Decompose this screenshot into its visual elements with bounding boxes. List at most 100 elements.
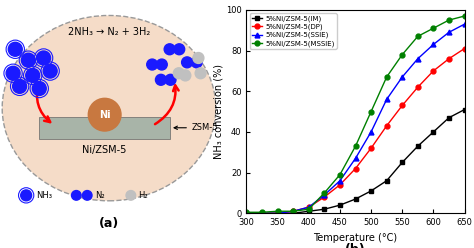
Circle shape [182, 57, 192, 68]
5%Ni/ZSM-5(MSSIE) [368, 110, 374, 113]
Circle shape [43, 64, 57, 78]
Circle shape [195, 68, 206, 79]
5%Ni/ZSM-5(IM) [400, 161, 405, 164]
5%Ni/ZSM-5(SSIE) [275, 212, 281, 215]
Text: (a): (a) [99, 217, 119, 230]
Text: 2NH₃ → N₂ + 3H₂: 2NH₃ → N₂ + 3H₂ [68, 27, 150, 37]
5%Ni/ZSM-5(DP) [321, 195, 327, 198]
5%Ni/ZSM-5(IM) [291, 212, 296, 215]
5%Ni/ZSM-5(DP) [337, 183, 343, 186]
5%Ni/ZSM-5(SSIE) [291, 210, 296, 213]
Circle shape [147, 59, 158, 70]
5%Ni/ZSM-5(MSSIE) [353, 145, 358, 148]
Circle shape [155, 74, 166, 85]
5%Ni/ZSM-5(SSIE) [353, 157, 358, 160]
5%Ni/ZSM-5(MSSIE) [400, 53, 405, 56]
5%Ni/ZSM-5(SSIE) [430, 43, 436, 46]
5%Ni/ZSM-5(IM) [415, 145, 420, 148]
Circle shape [180, 70, 191, 81]
5%Ni/ZSM-5(IM) [275, 212, 281, 215]
Line: 5%Ni/ZSM-5(SSIE): 5%Ni/ZSM-5(SSIE) [244, 22, 467, 216]
Circle shape [174, 44, 185, 55]
5%Ni/ZSM-5(SSIE) [259, 212, 265, 215]
Legend: 5%Ni/ZSM-5(IM), 5%Ni/ZSM-5(DP), 5%Ni/ZSM-5(SSIE), 5%Ni/ZSM-5(MSSIE): 5%Ni/ZSM-5(IM), 5%Ni/ZSM-5(DP), 5%Ni/ZSM… [250, 13, 337, 49]
5%Ni/ZSM-5(SSIE) [446, 31, 452, 34]
5%Ni/ZSM-5(MSSIE) [446, 19, 452, 22]
Text: H₂: H₂ [138, 191, 148, 200]
Line: 5%Ni/ZSM-5(IM): 5%Ni/ZSM-5(IM) [244, 107, 467, 216]
5%Ni/ZSM-5(SSIE) [384, 98, 390, 101]
Circle shape [72, 190, 81, 200]
5%Ni/ZSM-5(MSSIE) [415, 35, 420, 38]
Circle shape [88, 98, 121, 131]
Circle shape [191, 57, 202, 68]
5%Ni/ZSM-5(MSSIE) [384, 76, 390, 79]
5%Ni/ZSM-5(DP) [244, 212, 249, 215]
5%Ni/ZSM-5(DP) [446, 57, 452, 60]
Circle shape [6, 66, 20, 80]
5%Ni/ZSM-5(IM) [259, 212, 265, 215]
5%Ni/ZSM-5(DP) [291, 210, 296, 213]
5%Ni/ZSM-5(SSIE) [415, 57, 420, 60]
5%Ni/ZSM-5(DP) [462, 47, 467, 50]
5%Ni/ZSM-5(MSSIE) [259, 211, 265, 214]
Circle shape [156, 59, 167, 70]
Circle shape [165, 74, 176, 85]
X-axis label: Temperature (°C): Temperature (°C) [313, 233, 398, 243]
Circle shape [173, 68, 184, 79]
Line: 5%Ni/ZSM-5(MSSIE): 5%Ni/ZSM-5(MSSIE) [244, 14, 467, 215]
5%Ni/ZSM-5(SSIE) [462, 23, 467, 26]
5%Ni/ZSM-5(MSSIE) [275, 210, 281, 213]
5%Ni/ZSM-5(DP) [275, 212, 281, 215]
5%Ni/ZSM-5(SSIE) [368, 130, 374, 133]
5%Ni/ZSM-5(DP) [430, 69, 436, 72]
5%Ni/ZSM-5(MSSIE) [430, 27, 436, 30]
Circle shape [36, 51, 51, 65]
Circle shape [82, 190, 92, 200]
Circle shape [8, 42, 22, 56]
5%Ni/ZSM-5(IM) [337, 204, 343, 207]
5%Ni/ZSM-5(MSSIE) [244, 211, 249, 214]
Ellipse shape [2, 15, 216, 201]
Text: Ni: Ni [99, 110, 110, 120]
5%Ni/ZSM-5(DP) [384, 124, 390, 127]
5%Ni/ZSM-5(SSIE) [306, 206, 311, 209]
Circle shape [21, 190, 32, 201]
5%Ni/ZSM-5(IM) [244, 212, 249, 215]
Line: 5%Ni/ZSM-5(DP): 5%Ni/ZSM-5(DP) [244, 46, 467, 216]
Text: ZSM-5: ZSM-5 [174, 123, 219, 132]
5%Ni/ZSM-5(IM) [462, 108, 467, 111]
5%Ni/ZSM-5(IM) [306, 210, 311, 213]
Circle shape [164, 44, 175, 55]
5%Ni/ZSM-5(MSSIE) [321, 191, 327, 194]
5%Ni/ZSM-5(SSIE) [400, 76, 405, 79]
5%Ni/ZSM-5(MSSIE) [291, 210, 296, 213]
Bar [39, 117, 170, 139]
5%Ni/ZSM-5(IM) [430, 130, 436, 133]
5%Ni/ZSM-5(DP) [259, 212, 265, 215]
5%Ni/ZSM-5(DP) [415, 86, 420, 89]
5%Ni/ZSM-5(DP) [353, 167, 358, 170]
5%Ni/ZSM-5(MSSIE) [337, 173, 343, 176]
Circle shape [193, 53, 204, 63]
Text: (b): (b) [345, 243, 366, 248]
5%Ni/ZSM-5(IM) [384, 179, 390, 182]
Circle shape [13, 79, 27, 93]
5%Ni/ZSM-5(SSIE) [321, 193, 327, 196]
5%Ni/ZSM-5(IM) [368, 189, 374, 192]
5%Ni/ZSM-5(SSIE) [244, 212, 249, 215]
5%Ni/ZSM-5(IM) [353, 198, 358, 201]
Circle shape [32, 82, 46, 95]
5%Ni/ZSM-5(DP) [306, 206, 311, 209]
Y-axis label: NH₃ conversion (%): NH₃ conversion (%) [213, 64, 223, 159]
5%Ni/ZSM-5(MSSIE) [462, 15, 467, 18]
Text: Ni/ZSM-5: Ni/ZSM-5 [82, 145, 127, 155]
Circle shape [26, 68, 40, 82]
5%Ni/ZSM-5(IM) [321, 208, 327, 211]
Text: NH₃: NH₃ [36, 191, 52, 200]
5%Ni/ZSM-5(DP) [400, 104, 405, 107]
Text: N₂: N₂ [95, 191, 104, 200]
5%Ni/ZSM-5(SSIE) [337, 179, 343, 182]
Circle shape [21, 53, 36, 67]
5%Ni/ZSM-5(DP) [368, 147, 374, 150]
